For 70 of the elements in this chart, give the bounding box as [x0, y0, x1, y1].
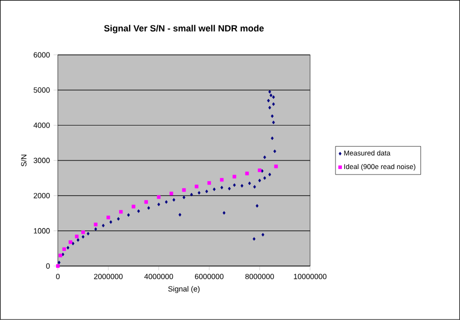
point	[270, 114, 274, 118]
point	[194, 184, 198, 188]
point	[220, 186, 224, 190]
point	[94, 227, 98, 231]
point	[62, 252, 64, 256]
point	[164, 200, 168, 204]
point	[72, 242, 74, 246]
point	[127, 213, 130, 217]
point	[86, 232, 90, 236]
point	[62, 247, 66, 251]
point	[262, 232, 264, 237]
point	[178, 213, 182, 217]
point	[267, 98, 270, 102]
point	[170, 192, 174, 196]
point	[182, 188, 186, 192]
point	[270, 136, 274, 140]
point	[56, 264, 60, 268]
point	[256, 204, 259, 208]
point	[258, 178, 262, 182]
point	[228, 186, 231, 190]
point	[76, 238, 80, 242]
point	[119, 210, 123, 214]
point	[268, 90, 272, 94]
point	[81, 230, 85, 234]
point	[263, 176, 266, 180]
point	[109, 220, 112, 224]
point	[198, 191, 200, 195]
point	[74, 234, 79, 238]
point	[102, 224, 105, 228]
point	[207, 181, 211, 185]
point	[137, 209, 140, 213]
point	[157, 202, 160, 206]
point	[116, 217, 120, 221]
chart-title: Signal Ver S/N - small well NDR mode	[104, 24, 264, 34]
point	[272, 120, 275, 124]
point	[258, 168, 262, 172]
point	[94, 222, 98, 226]
point	[66, 246, 70, 250]
point	[82, 235, 84, 239]
point	[205, 190, 208, 194]
point	[263, 156, 266, 160]
point	[222, 211, 226, 215]
point	[232, 174, 236, 178]
point	[272, 102, 275, 106]
point	[240, 184, 244, 188]
point	[268, 172, 272, 176]
point	[106, 216, 110, 220]
point	[274, 164, 278, 168]
point	[248, 182, 251, 186]
point	[268, 106, 272, 110]
point	[212, 188, 216, 192]
point	[132, 204, 136, 208]
point	[144, 200, 148, 204]
point	[253, 185, 256, 189]
point	[245, 172, 249, 176]
point	[260, 169, 264, 173]
point	[156, 195, 161, 199]
point	[58, 260, 61, 264]
point	[233, 183, 236, 187]
point	[182, 196, 186, 200]
point	[58, 254, 62, 258]
point	[172, 198, 176, 202]
point	[68, 240, 72, 244]
point	[220, 178, 224, 182]
point	[272, 95, 275, 99]
point	[273, 150, 276, 154]
point	[252, 237, 256, 241]
point	[270, 94, 272, 98]
point	[190, 192, 193, 196]
point	[147, 206, 150, 210]
